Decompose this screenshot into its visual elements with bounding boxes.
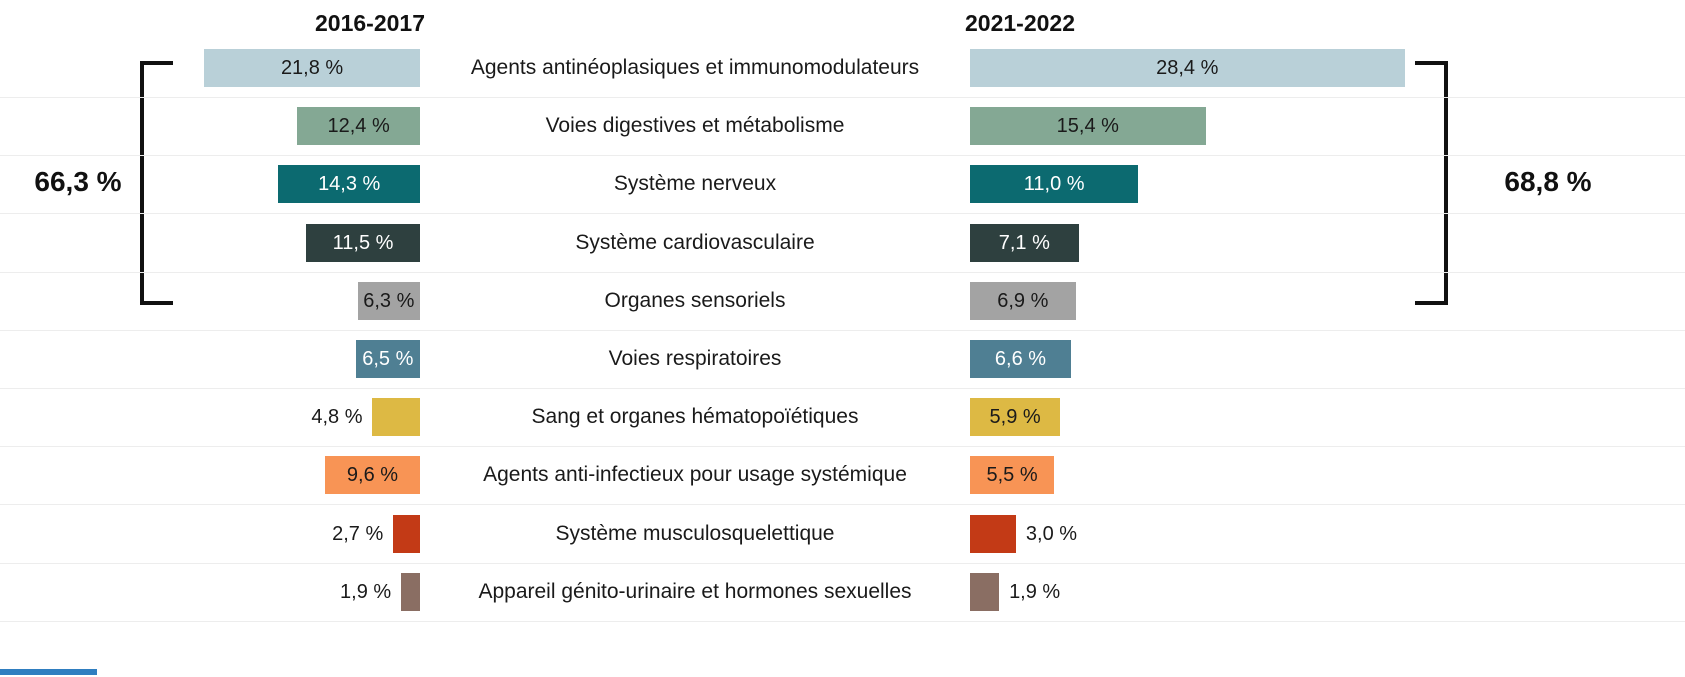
value-label-left: 1,9 %: [340, 580, 392, 603]
right-bracket-line: [1444, 61, 1448, 305]
bar-left: [393, 514, 420, 553]
bar-right: [970, 572, 1000, 611]
chart-row: 2,7 % Système musculosquelettique 3,0 %: [0, 505, 1685, 564]
value-label-left: 6,3 %: [363, 289, 415, 312]
value-label-right: 15,4 %: [1056, 115, 1119, 138]
bar-left: [306, 223, 420, 262]
right-bracket-bottom-tick: [1415, 301, 1448, 305]
bar-left: [204, 49, 420, 87]
bar-left: [357, 281, 420, 320]
column-header-2016-2017: 2016-2017: [315, 10, 425, 36]
chart-row: 6,3 % Organes sensoriels 6,9 %: [0, 272, 1685, 331]
bar-left: [297, 107, 420, 146]
column-header-2021-2022: 2021-2022: [965, 10, 1075, 36]
left-bracket-top-tick: [140, 61, 173, 65]
value-label-left: 11,5 %: [332, 231, 394, 254]
chart-row: 21,8 % Agents antinéoplasiques et immunom…: [0, 39, 1685, 98]
left-total-label: 66,3 %: [34, 166, 122, 197]
category-label: Voies digestives et métabolisme: [545, 114, 845, 138]
chart-row: 11,5 % Système cardiovasculaire 7,1 %: [0, 214, 1685, 273]
left-bracket-line: [140, 61, 144, 305]
value-label-right: 1,9 %: [1009, 580, 1061, 603]
right-total-label: 68,8 %: [1504, 166, 1592, 197]
value-label-left: 12,4 %: [327, 115, 390, 138]
category-label: Agents anti-infectieux pour usage systém…: [483, 463, 907, 487]
chart-row: 14,3 % Système nerveux 11,0 %: [0, 155, 1685, 215]
bar-right: [970, 165, 1139, 204]
value-label-right: 5,5 %: [986, 464, 1038, 487]
value-label-left: 2,7 %: [332, 522, 384, 545]
bar-left: [355, 340, 420, 378]
value-label-left: 21,8 %: [280, 57, 344, 79]
value-label-right: 3,0 %: [1025, 522, 1078, 545]
value-label-left: 14,3 %: [318, 173, 381, 196]
bar-left: [401, 572, 420, 611]
bar-left: [324, 456, 420, 495]
bar-left: [278, 165, 420, 204]
category-label: Agents antinéoplasiques et immunomodulat…: [470, 56, 920, 79]
category-label: Système nerveux: [613, 172, 777, 196]
value-label-left: 6,5 %: [362, 348, 414, 370]
footer-accent-strip: [0, 669, 97, 675]
right-bracket-top-tick: [1415, 61, 1448, 65]
chart-row: 4,8 % Sang et organes hématopoïétiques 5,9…: [0, 388, 1685, 448]
value-label-right: 6,6 %: [994, 348, 1047, 370]
category-label: Système cardiovasculaire: [575, 230, 815, 254]
bar-right: [970, 281, 1076, 320]
chart-row: 6,5 % Voies respiratoires 6,6 %: [0, 330, 1685, 389]
value-label-right: 7,1 %: [998, 231, 1050, 254]
value-label-left: 4,8 %: [311, 406, 363, 429]
bar-right: [970, 223, 1079, 262]
value-label-right: 28,4 %: [1156, 57, 1219, 79]
bar-right: [970, 107, 1206, 146]
value-label-right: 5,9 %: [989, 406, 1041, 429]
category-label: Système musculosquelettique: [555, 521, 835, 545]
category-label: Sang et organes hématopoïétiques: [531, 405, 859, 429]
chart-row: 12,4 % Voies digestives et métabolisme 15,…: [0, 97, 1685, 157]
bar-right: [970, 398, 1061, 437]
chart-row: 9,6 % Agents anti-infectieux pour usage s…: [0, 446, 1685, 506]
bar-right: [970, 49, 1405, 87]
category-label: Organes sensoriels: [604, 288, 786, 312]
value-label-right: 11,0 %: [1023, 173, 1085, 196]
chart-row: 1,9 % Appareil génito-urinaire et hormone…: [0, 563, 1685, 622]
bar-left: [372, 398, 420, 437]
left-bracket-bottom-tick: [140, 301, 173, 305]
bar-right: [970, 514, 1016, 553]
bar-right: [970, 456, 1055, 495]
category-label: Voies respiratoires: [608, 347, 782, 370]
category-label: Appareil génito-urinaire et hormones sex…: [478, 579, 912, 603]
bar-right: [970, 340, 1071, 378]
value-label-right: 6,9 %: [997, 289, 1049, 312]
value-label-left: 9,6 %: [346, 464, 399, 487]
